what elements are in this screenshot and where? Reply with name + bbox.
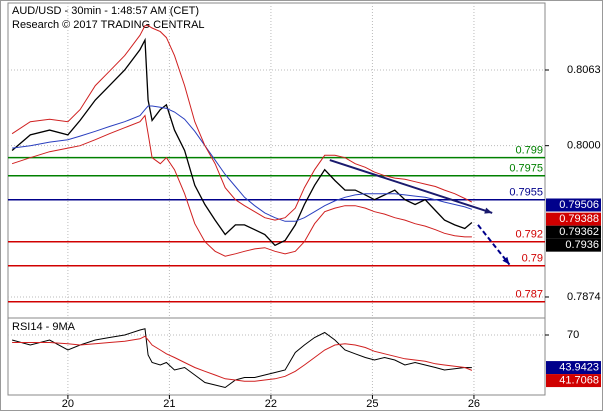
value-box xyxy=(546,198,601,212)
series-line xyxy=(12,105,473,222)
x-tick-label: 25 xyxy=(366,398,378,410)
y-tick-label: 0.8000 xyxy=(567,140,601,152)
chart-title: AUD/USD - 30min - 1:48:57 AM (CET) xyxy=(12,5,199,17)
rsi-title: RSI14 - 9MA xyxy=(12,321,76,333)
level-label: 0.79 xyxy=(522,253,543,265)
rsi-panel xyxy=(7,317,546,396)
y-tick-label: 0.8063 xyxy=(567,64,601,76)
value-box xyxy=(546,238,601,252)
series-line xyxy=(11,328,472,389)
series-line xyxy=(11,37,473,247)
value-box-label: 0.79388 xyxy=(559,213,599,225)
series-line xyxy=(11,25,473,221)
x-tick-label: 26 xyxy=(468,398,480,410)
y-tick-label: 70 xyxy=(567,329,579,341)
series-line xyxy=(11,114,472,257)
x-tick-label: 22 xyxy=(265,398,277,410)
trendline xyxy=(329,159,493,214)
trendline-arrowhead xyxy=(484,207,493,214)
value-box xyxy=(546,361,601,375)
level-label: 0.792 xyxy=(515,229,543,241)
projection xyxy=(477,224,511,266)
level-label: 0.7975 xyxy=(509,163,543,175)
chart-subtitle: Research © 2017 TRADING CENTRAL xyxy=(12,19,205,31)
value-box-label: 0.79362 xyxy=(559,226,599,238)
value-box-label: 0.79506 xyxy=(559,199,599,211)
value-box xyxy=(546,374,601,388)
projection-arrowhead xyxy=(502,256,510,265)
value-box-label: 41.7068 xyxy=(559,374,599,386)
series-line xyxy=(12,335,473,382)
value-box-label: 0.7936 xyxy=(565,239,599,251)
y-tick-label: 0.7874 xyxy=(567,291,601,303)
level-label: 0.799 xyxy=(515,145,543,157)
value-box-label: 43.9423 xyxy=(559,361,599,373)
level-label: 0.787 xyxy=(515,289,543,301)
value-box xyxy=(546,225,601,239)
value-box xyxy=(546,212,601,226)
level-label: 0.7955 xyxy=(509,187,543,199)
x-tick-label: 20 xyxy=(62,398,74,410)
x-tick-label: 21 xyxy=(163,398,175,410)
